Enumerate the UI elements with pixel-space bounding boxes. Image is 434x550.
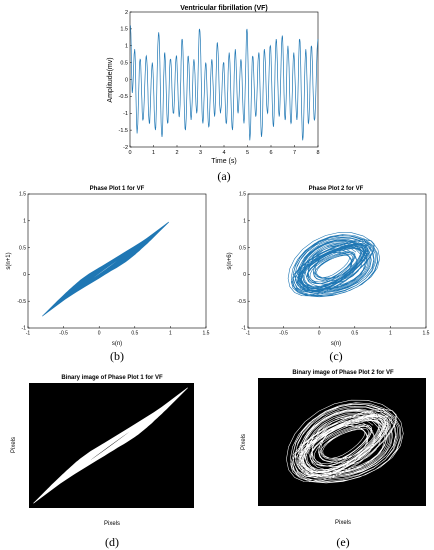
- panel-d-title: Binary image of Phase Plot 1 for VF: [61, 375, 163, 381]
- panel-a-ytick-label: 1: [125, 44, 128, 50]
- panel-c: Phase Plot 2 for VF -1 -0.5 0 0.5 1 1.5 -1 -0.5…: [227, 186, 430, 347]
- panel-c-xtick-label: 1.5: [423, 331, 430, 337]
- panel-b-xtick-label: 0: [98, 331, 101, 337]
- panel-e-ylabel: Pixels: [241, 434, 247, 450]
- panel-c-ticks: -1 -0.5 0 0.5 1 1.5 -1 -0.5 0 0.5 1 1.5: [237, 192, 429, 337]
- panel-b-xlabel: s(n): [112, 341, 122, 347]
- panel-a-xtick-label: 0: [128, 150, 131, 156]
- panel-e: Binary image of Phase Plot 2 for VF Pixe…: [241, 370, 426, 526]
- panel-a-ytick-label: -0.5: [119, 94, 128, 100]
- subfigure-label-a: (a): [217, 169, 230, 183]
- panel-a-title: Ventricular fibrillation (VF): [180, 5, 268, 12]
- panel-a-xtick-label: 2: [175, 150, 178, 156]
- panel-b-xtick-label: 1.5: [203, 331, 210, 337]
- panel-a-axes-box: [129, 11, 319, 148]
- panel-a: Ventricular fibrillation (VF) 0 1 2 3 4 5 6 7 8 -…: [107, 5, 320, 165]
- panel-c-ytick-label: 0: [243, 272, 246, 278]
- panel-b: Phase Plot 1 for VF -1 -0.5 0 0.5 1 1.5 -1 -0.5…: [6, 186, 210, 347]
- panel-c-phase-trajectory: [287, 232, 381, 298]
- panel-a-ytick-label: 1.5: [120, 27, 128, 33]
- panel-c-ytick-label: 1: [243, 218, 246, 224]
- panel-a-ytick-label: 0.5: [120, 60, 128, 66]
- panel-b-ytick-label: -0.5: [17, 299, 26, 305]
- panel-a-ytick-label: -2: [123, 145, 128, 151]
- panel-b-xtick-label: 0.5: [131, 331, 138, 337]
- panel-c-axes-box: [247, 193, 427, 329]
- panel-a-ytick-label: 0: [125, 77, 128, 83]
- panel-e-title: Binary image of Phase Plot 2 for VF: [292, 370, 394, 376]
- panel-d-binary-trajectory: [33, 387, 188, 504]
- panel-a-ylabel: Amplitude(mv): [107, 57, 114, 102]
- panel-c-ytick-label: -1: [242, 326, 247, 332]
- panel-a-xtick-label: 6: [269, 150, 272, 156]
- panel-b-ytick-label: 0: [23, 272, 26, 278]
- panel-a-ytick-label: -1.5: [119, 128, 128, 134]
- panel-a-xtick-label: 8: [316, 150, 319, 156]
- subfigure-label-c: (c): [329, 349, 342, 363]
- subfigure-label-e: (e): [336, 535, 349, 549]
- panel-a-vf-signal-line: [130, 25, 319, 141]
- panel-d-xlabel: Pixels: [104, 521, 120, 527]
- panel-a-xtick-label: 5: [246, 150, 249, 156]
- panel-b-ytick-label: 1.5: [19, 192, 26, 198]
- panel-c-xtick-label: -0.5: [279, 331, 288, 337]
- panel-a-ticks: 0 1 2 3 4 5 6 7 8 -2 -1.5 -1 -0.5 0 0.5 1 1.5 2: [119, 10, 320, 156]
- panel-a-xtick-label: 3: [199, 150, 202, 156]
- panel-a-xtick-label: 4: [222, 150, 225, 156]
- panel-b-phase-trajectory: [42, 221, 170, 317]
- panel-c-xtick-label: 0.5: [351, 331, 358, 337]
- panel-a-xlabel: Time (s): [211, 158, 236, 165]
- panel-b-ticks: -1 -0.5 0 0.5 1 1.5 -1 -0.5 0 0.5 1 1.5: [17, 192, 209, 337]
- panel-d-ylabel: Pixels: [11, 437, 17, 453]
- panel-b-ytick-label: 0.5: [19, 245, 26, 251]
- panel-c-xtick-label: 0: [318, 331, 321, 337]
- panel-c-ytick-label: 0.5: [239, 245, 246, 251]
- panel-c-title: Phase Plot 2 for VF: [309, 186, 364, 192]
- panel-e-binary-trajectory: [286, 399, 404, 484]
- panel-b-ylabel: s(n+1): [6, 252, 12, 269]
- panel-b-xtick-label: 1: [169, 331, 172, 337]
- panel-c-ytick-label: 1.5: [239, 192, 246, 198]
- panel-e-binary-image: [258, 378, 426, 506]
- panel-b-xtick-label: -0.5: [59, 331, 68, 337]
- panel-c-ylabel: s(n+6): [227, 252, 233, 269]
- panel-a-xtick-label: 7: [293, 150, 296, 156]
- panel-b-ytick-label: -1: [22, 326, 27, 332]
- panel-e-xlabel: Pixels: [335, 520, 351, 526]
- panel-c-ytick-label: -0.5: [237, 299, 246, 305]
- panel-c-xlabel: s(n): [331, 341, 341, 347]
- panel-b-xtick-label: -1: [26, 331, 31, 337]
- subfigure-label-d: (d): [105, 535, 119, 549]
- panel-a-ytick-label: -1: [123, 111, 128, 117]
- panel-c-xtick-label: 1: [389, 331, 392, 337]
- panel-b-title: Phase Plot 1 for VF: [90, 186, 145, 192]
- panel-c-xtick-label: -1: [246, 331, 251, 337]
- subfigure-label-b: (b): [110, 349, 124, 363]
- panel-a-xtick-label: 1: [152, 150, 155, 156]
- panel-d: Binary image of Phase Plot 1 for VF Pixe…: [11, 375, 194, 527]
- panel-a-ytick-label: 2: [125, 10, 128, 16]
- panel-b-ytick-label: 1: [23, 218, 26, 224]
